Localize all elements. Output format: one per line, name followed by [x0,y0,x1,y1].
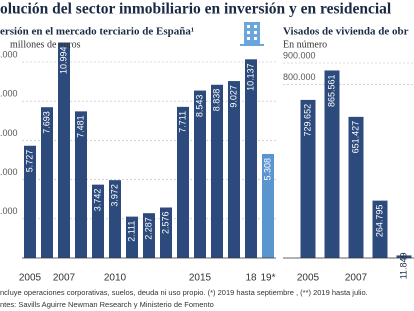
value-label: 11.849 [398,252,408,279]
x-tick-label: 2007 [53,273,76,284]
value-label: 651.427 [350,121,360,154]
value-label: 2.287 [143,217,153,240]
value-label: 3.742 [92,189,102,212]
bar [262,153,274,258]
bar [211,84,223,258]
chart-subtitle: En número [283,39,327,50]
y-tick-label: 900.000 [283,50,316,60]
value-label: 729.652 [302,104,312,137]
value-label: 7.693 [41,111,51,134]
page-title: olución del sector inmobiliario en inver… [0,1,392,18]
x-tick-label: 2010 [104,273,127,284]
y-tick-label: .000 [0,89,18,99]
x-tick-label: 2005 [297,273,320,284]
bar [58,42,70,258]
source: ntes: Savills Aguirre Newman Research y … [0,300,214,309]
x-tick-label: 2015 [189,273,212,284]
value-label: 264.795 [374,205,384,238]
y-tick-label: .000 [0,49,18,59]
value-label: 8.543 [194,95,204,118]
y-tick-label: 800.000 [283,72,316,82]
value-label: 10.137 [245,63,255,91]
y-tick-label: .000 [0,128,18,138]
bar [245,59,257,258]
bar [126,216,138,258]
bar [300,99,316,259]
footnote: ncluye operaciones corporativas, suelos,… [0,288,368,297]
chart-subtitle: millones de euros [10,39,81,50]
y-tick-label: .000 [0,167,18,177]
bar [92,184,104,258]
bar [228,81,240,258]
value-label: 7.711 [177,111,187,133]
value-label: 9.027 [228,85,238,108]
x-tick-label: 2007 [345,273,368,284]
bar [372,200,388,258]
value-label: 10.994 [58,47,68,75]
bar [324,70,340,258]
value-label: 7.481 [75,115,85,138]
value-label: 2.111 [126,221,136,242]
bar [160,207,172,258]
x-tick-label: 19* [260,273,275,284]
value-label: 865.561 [326,74,336,107]
value-label: 3.972 [109,184,119,207]
building-icon [240,22,264,46]
bar [41,107,53,259]
value-label: 5.308 [262,158,272,181]
x-tick-label: 18 [245,273,257,284]
bar [348,116,364,258]
bar [109,180,121,258]
value-label: 8.838 [211,89,221,112]
bar [194,90,206,259]
bar [143,213,155,258]
chart-title: ersión en el mercado terciario de España… [0,26,194,38]
value-label: 2.576 [160,212,170,235]
y-tick-label: .000 [0,206,18,216]
value-label: 5.727 [24,150,34,173]
chart-title: Visados de vivienda de obr [283,26,409,38]
bar [75,111,87,258]
bar [396,255,412,258]
bar [24,145,36,258]
bar [177,106,189,258]
building-windows [247,25,257,40]
x-tick-label: 2005 [19,273,42,284]
